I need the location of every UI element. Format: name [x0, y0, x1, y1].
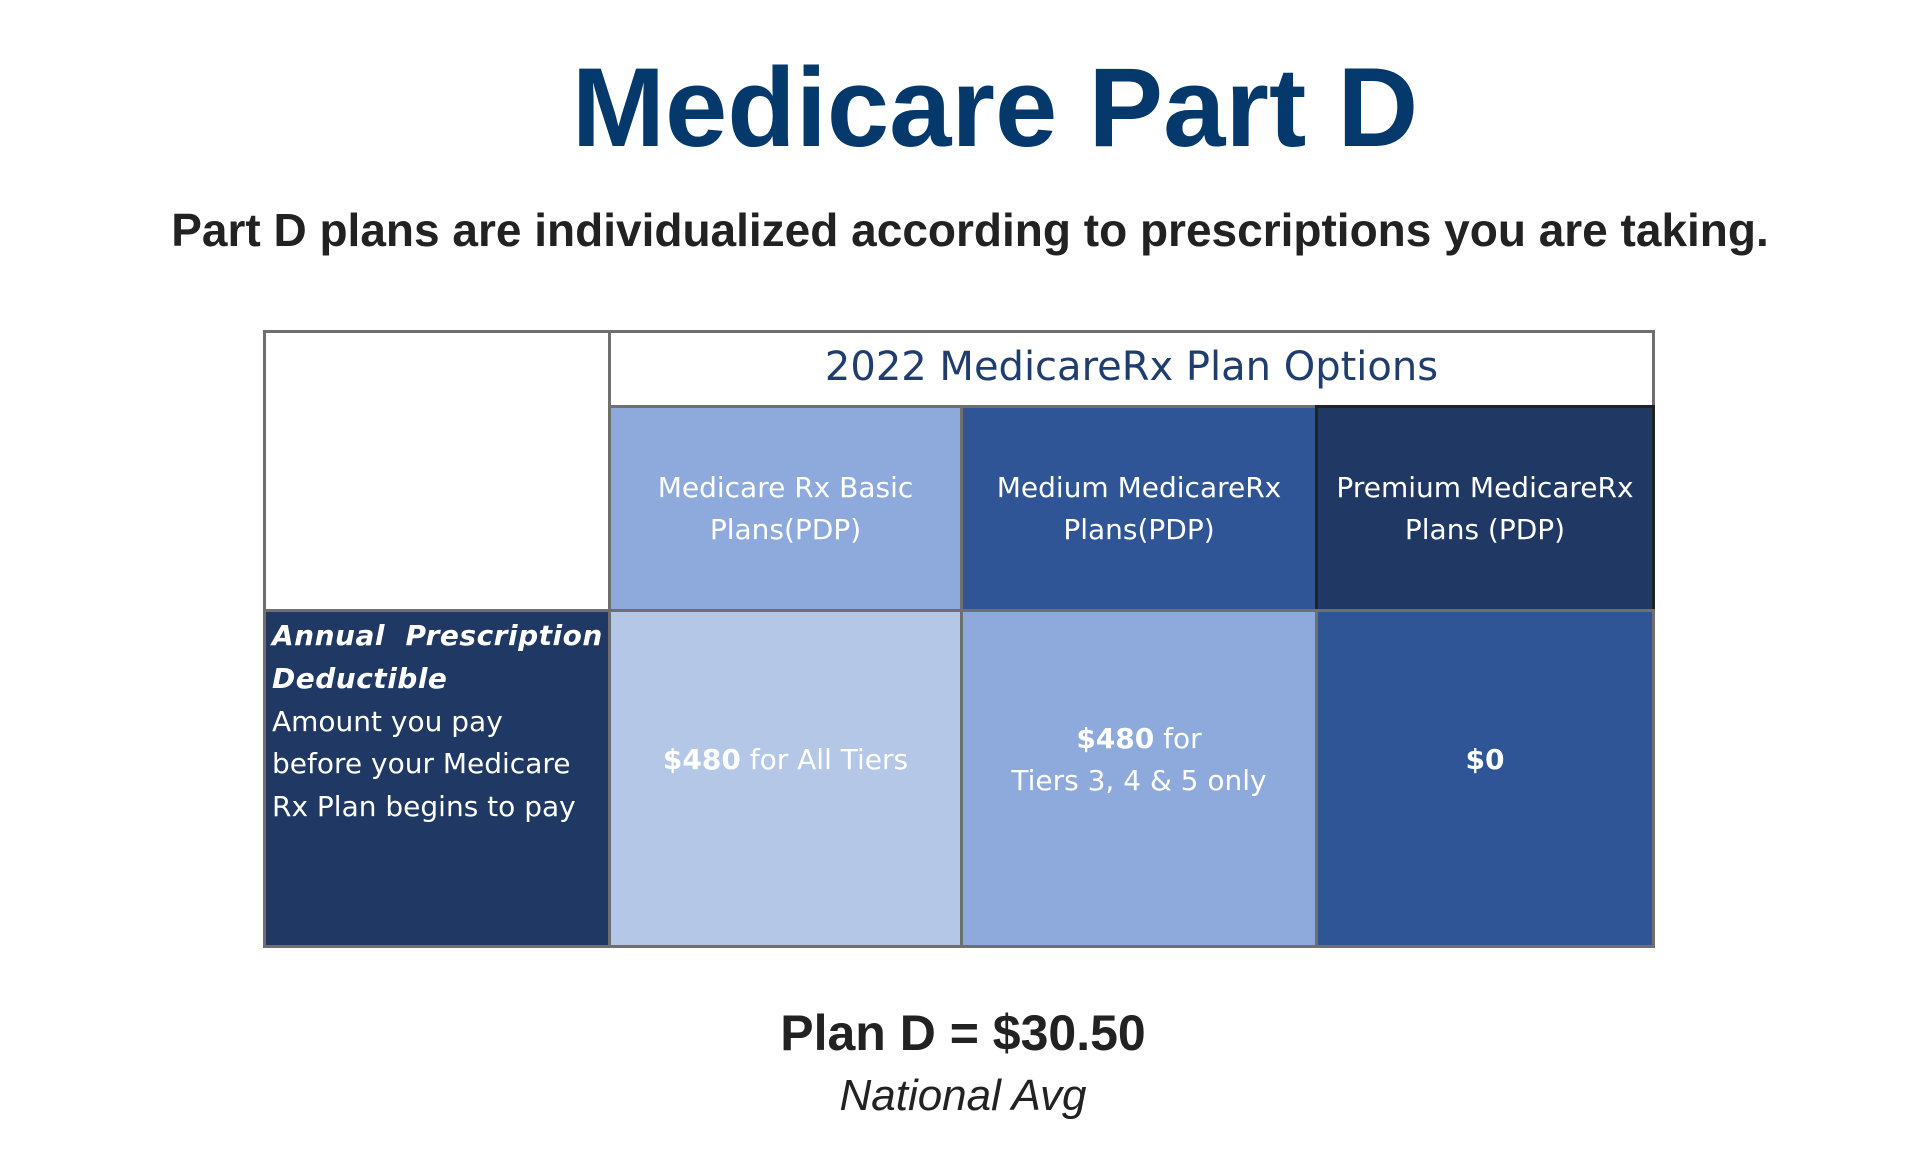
- table-banner: 2022 MedicareRx Plan Options: [608, 330, 1655, 408]
- column-header-basic-line2: Plans(PDP): [709, 512, 862, 546]
- table-corner-blank: [263, 330, 611, 612]
- deductible-medium-amount: $480: [1076, 721, 1155, 755]
- row-label-bold-line2: Deductible: [272, 661, 448, 695]
- deductible-medium: $480 for Tiers 3, 4 & 5 only: [960, 609, 1318, 948]
- column-header-medium-line1: Medium MedicareRx: [996, 470, 1282, 504]
- page-subtitle: Part D plans are individualized accordin…: [171, 204, 1769, 256]
- deductible-medium-line2: Tiers 3, 4 & 5 only: [1011, 763, 1267, 797]
- row-label-text-line3: Rx Plan begins to pay: [272, 790, 576, 824]
- row-label-text-line2: before your Medicare: [272, 747, 571, 781]
- column-header-premium-line1: Premium MedicareRx: [1336, 470, 1634, 504]
- deductible-basic-rest: for All Tiers: [740, 742, 909, 776]
- deductible-medium-rest: for: [1154, 721, 1202, 755]
- deductible-basic: $480 for All Tiers: [608, 609, 963, 948]
- column-header-basic: Medicare Rx Basic Plans(PDP): [608, 405, 963, 612]
- column-header-premium-line2: Plans (PDP): [1404, 512, 1566, 546]
- row-label-deductible: Annual Prescription Deductible Amount yo…: [263, 609, 611, 948]
- column-header-medium-line2: Plans(PDP): [1063, 512, 1215, 546]
- column-header-premium: Premium MedicareRx Plans (PDP): [1315, 405, 1655, 612]
- column-header-basic-line1: Medicare Rx Basic: [657, 470, 914, 504]
- plan-d-average: Plan D = $30.50: [780, 1005, 1146, 1061]
- plan-options-table: 2022 MedicareRx Plan Options Medicare Rx…: [263, 330, 1655, 948]
- column-header-medium: Medium MedicareRx Plans(PDP): [960, 405, 1318, 612]
- deductible-basic-amount: $480: [662, 742, 741, 776]
- row-label-text-line1: Amount you pay: [272, 704, 503, 738]
- deductible-premium-amount: $0: [1465, 742, 1505, 776]
- deductible-premium: $0: [1315, 609, 1655, 948]
- page-title: Medicare Part D: [571, 45, 1419, 170]
- row-label-bold-line1: Annual Prescription: [272, 619, 603, 652]
- national-avg-note: National Avg: [839, 1071, 1087, 1120]
